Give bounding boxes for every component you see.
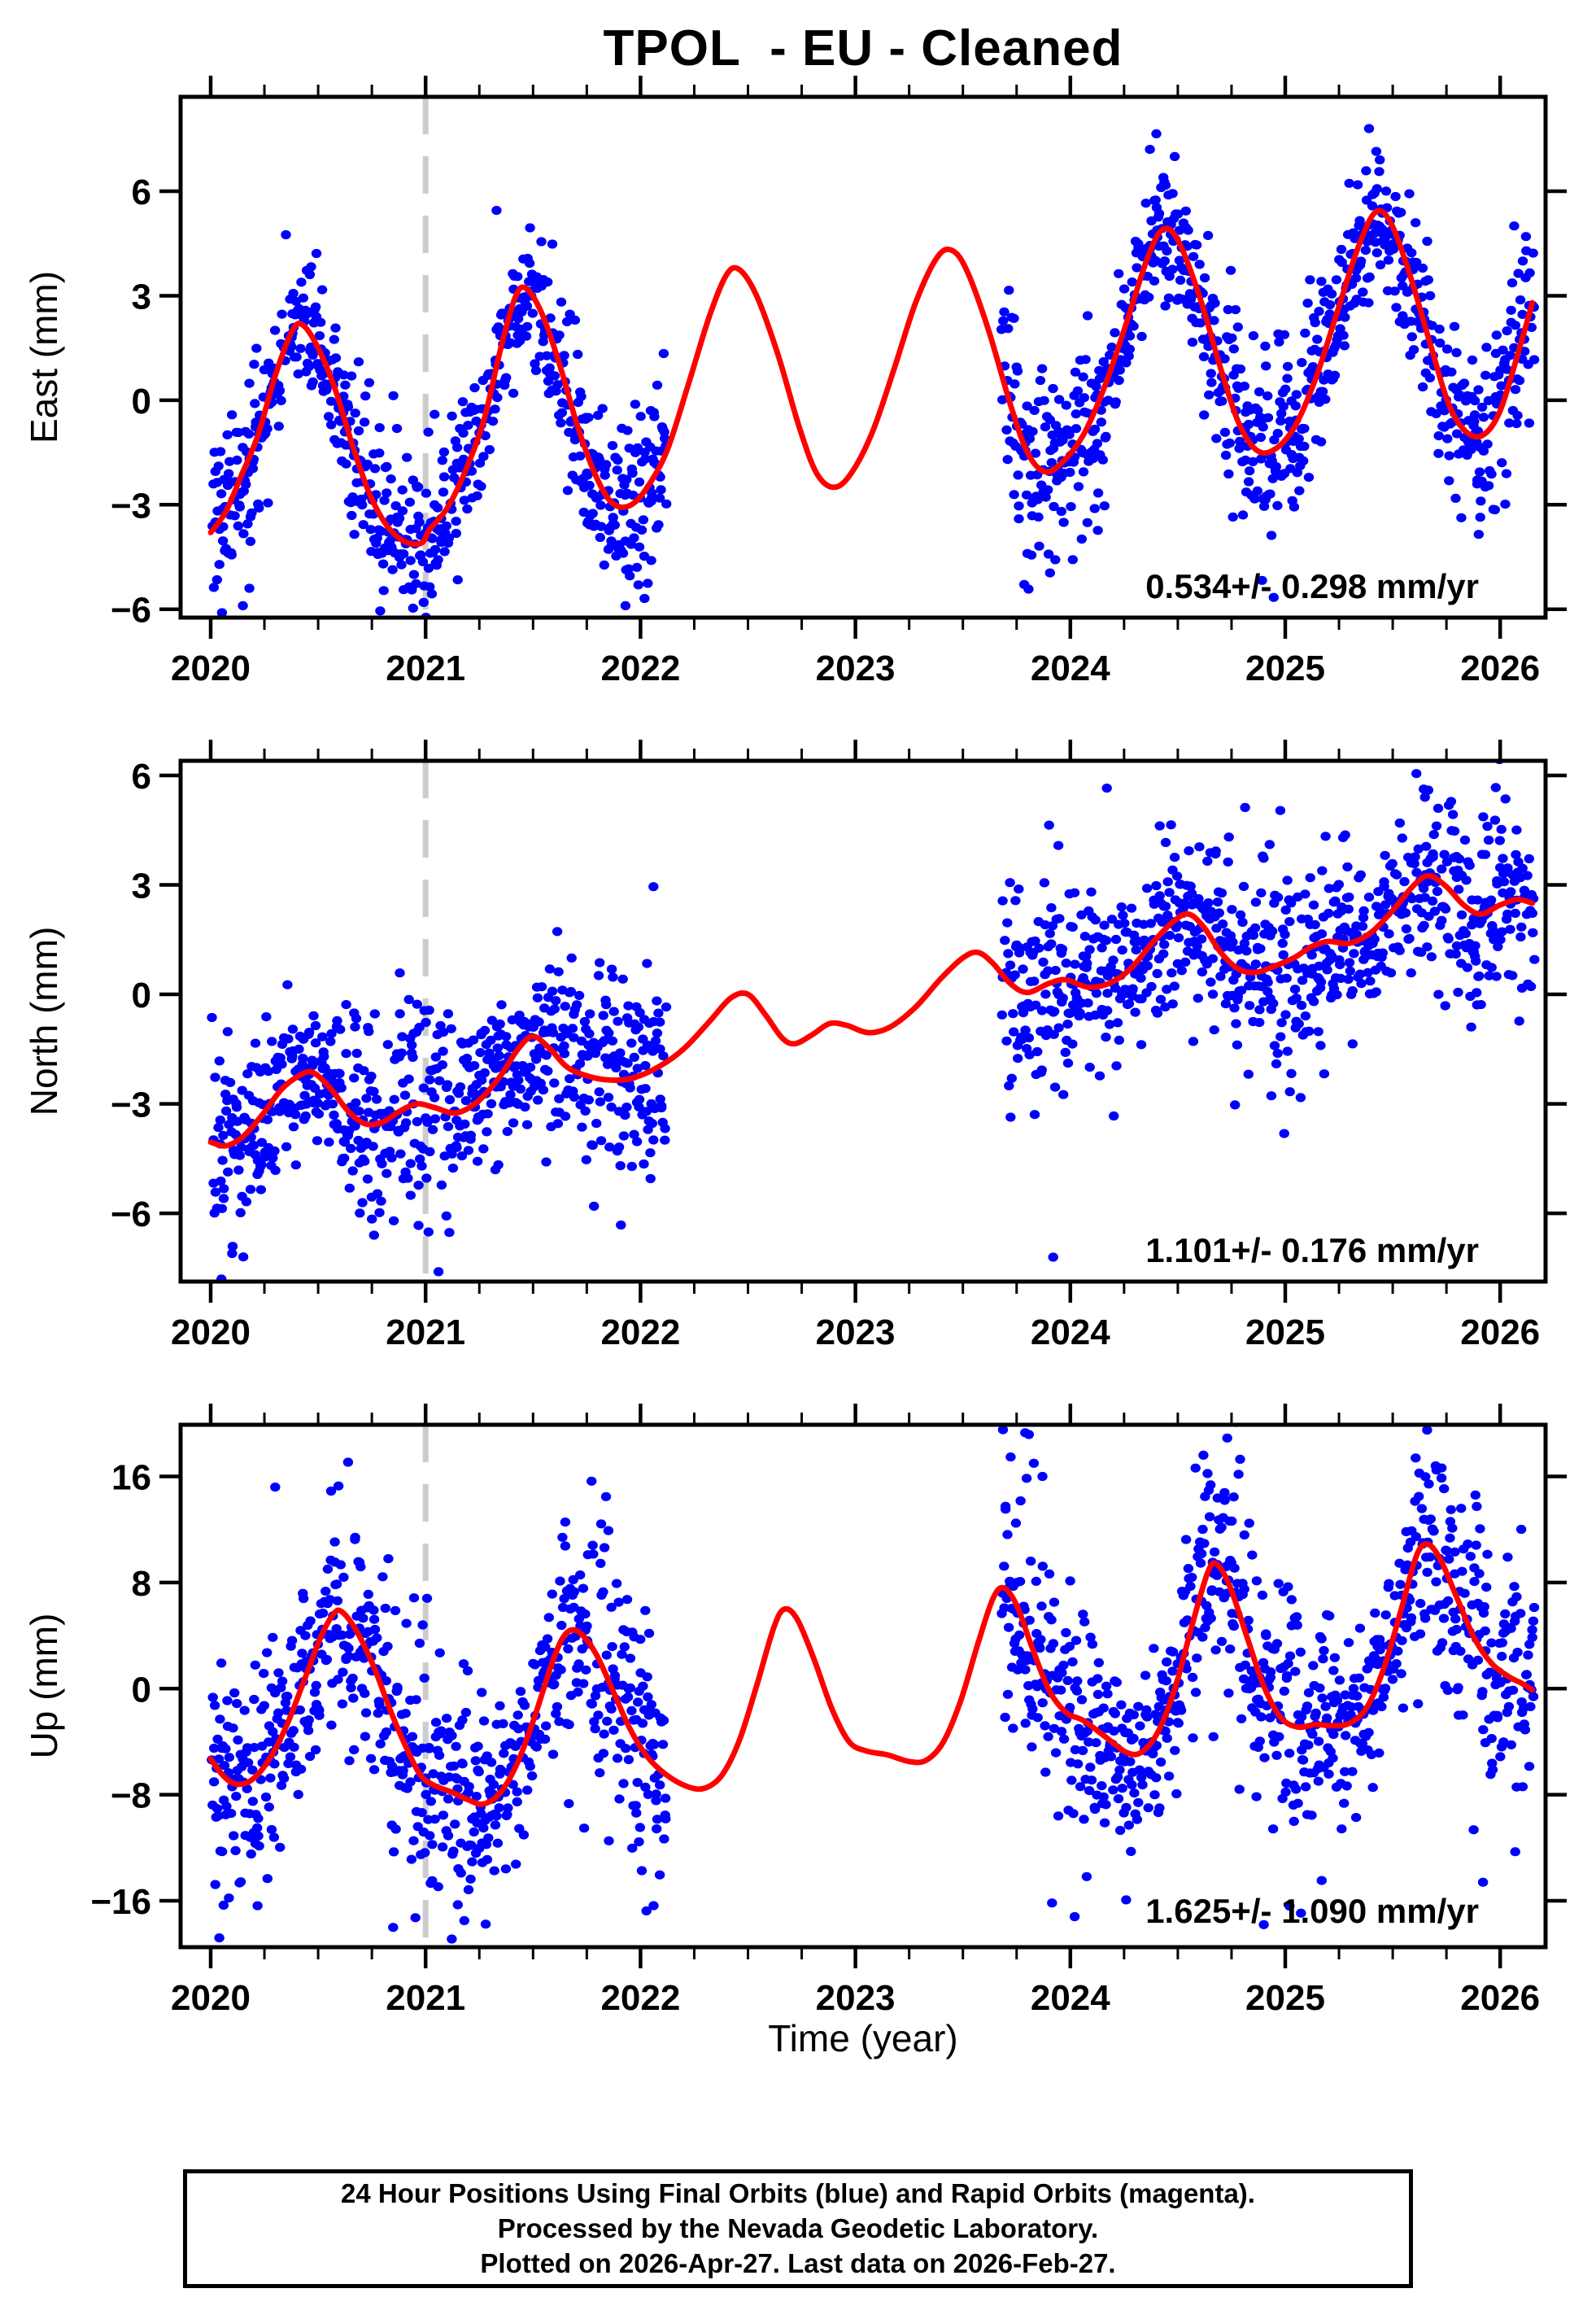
svg-text:3: 3 [132, 866, 151, 906]
svg-text:−6: −6 [111, 591, 151, 631]
footer-line-3: Plotted on 2026-Apr-27. Last data on 202… [480, 2248, 1116, 2278]
svg-text:3: 3 [132, 277, 151, 317]
rate-annotation-north: 1.101+/- 0.176 mm/yr [1145, 1231, 1479, 1269]
x-axis-title: Time (year) [768, 2017, 958, 2059]
ticks-up [159, 1404, 1567, 1968]
svg-text:6: 6 [132, 173, 151, 212]
svg-text:2020: 2020 [171, 649, 251, 688]
frame-east [178, 94, 1548, 620]
svg-text:16: 16 [111, 1458, 151, 1498]
svg-text:2022: 2022 [600, 1978, 680, 2018]
svg-text:2025: 2025 [1245, 1312, 1325, 1352]
svg-text:−8: −8 [111, 1776, 151, 1816]
svg-text:−3: −3 [111, 1085, 151, 1125]
rate-annotation-up: 1.625+/- 1.090 mm/yr [1145, 1892, 1479, 1930]
svg-text:2026: 2026 [1460, 1312, 1540, 1352]
svg-text:0: 0 [132, 382, 151, 421]
y-axis-title-up: Up (mm) [23, 1613, 65, 1759]
ticks-north [159, 740, 1567, 1303]
svg-text:0: 0 [132, 976, 151, 1015]
scatter-north [207, 761, 1540, 1282]
svg-text:6: 6 [132, 757, 151, 797]
tick-labels-up: 2020 2021 2022 2023 2024 2025 2026 16 8 0 −8 −16 [90, 1458, 1540, 2018]
svg-text:2022: 2022 [600, 1312, 680, 1352]
svg-text:−6: −6 [111, 1194, 151, 1234]
svg-text:2020: 2020 [171, 1312, 251, 1352]
svg-text:2021: 2021 [386, 1978, 465, 2018]
y-axis-title-north: North (mm) [23, 926, 65, 1116]
svg-text:2026: 2026 [1460, 1978, 1540, 2018]
frame-up [178, 1422, 1548, 1950]
svg-text:2021: 2021 [386, 649, 465, 688]
svg-text:2023: 2023 [816, 1312, 896, 1352]
tick-labels-north: 2020 2021 2022 2023 2024 2025 2026 6 3 0 −3 −6 [111, 757, 1540, 1352]
svg-text:2023: 2023 [816, 649, 896, 688]
frame-north [178, 758, 1548, 1284]
tick-labels-east: 2020 2021 2022 2023 2024 2025 2026 6 3 0 −3 −6 [111, 173, 1540, 688]
panel-north: 2020 2021 2022 2023 2024 2025 2026 6 3 0 −3 −6 [111, 740, 1567, 1352]
ticks-east [159, 76, 1567, 639]
y-axis-title-east: East (mm) [23, 270, 65, 444]
model-curve-up [207, 1541, 1536, 1807]
svg-text:2025: 2025 [1245, 1978, 1325, 2018]
scatter-up [207, 1425, 1540, 1944]
rate-annotation-east: 0.534+/- 0.298 mm/yr [1145, 567, 1479, 605]
model-curve-north [207, 872, 1536, 1149]
svg-text:2026: 2026 [1460, 649, 1540, 688]
svg-text:8: 8 [132, 1564, 151, 1604]
footer-line-1: 24 Hour Positions Using Final Orbits (bl… [341, 2178, 1255, 2208]
model-curve-east [207, 207, 1536, 548]
svg-text:2021: 2021 [386, 1312, 465, 1352]
footer-box: 24 Hour Positions Using Final Orbits (bl… [183, 2169, 1413, 2288]
panel-east: 2020 2021 2022 2023 2024 2025 2026 6 3 0 −3 −6 [111, 76, 1567, 688]
svg-text:−3: −3 [111, 486, 151, 526]
svg-text:2025: 2025 [1245, 649, 1325, 688]
plot-title: TPOL - EU - Cleaned [603, 20, 1123, 76]
svg-text:0: 0 [132, 1670, 151, 1710]
svg-text:−16: −16 [90, 1882, 151, 1922]
svg-text:2024: 2024 [1031, 649, 1110, 688]
svg-text:2020: 2020 [171, 1978, 251, 2018]
svg-text:2022: 2022 [600, 649, 680, 688]
svg-text:2024: 2024 [1031, 1978, 1110, 2018]
footer-line-2: Processed by the Nevada Geodetic Laborat… [497, 2213, 1099, 2243]
svg-text:2024: 2024 [1031, 1312, 1110, 1352]
svg-text:2023: 2023 [816, 1978, 896, 2018]
panel-up: 2020 2021 2022 2023 2024 2025 2026 16 8 0 −8 −16 [90, 1404, 1567, 2018]
